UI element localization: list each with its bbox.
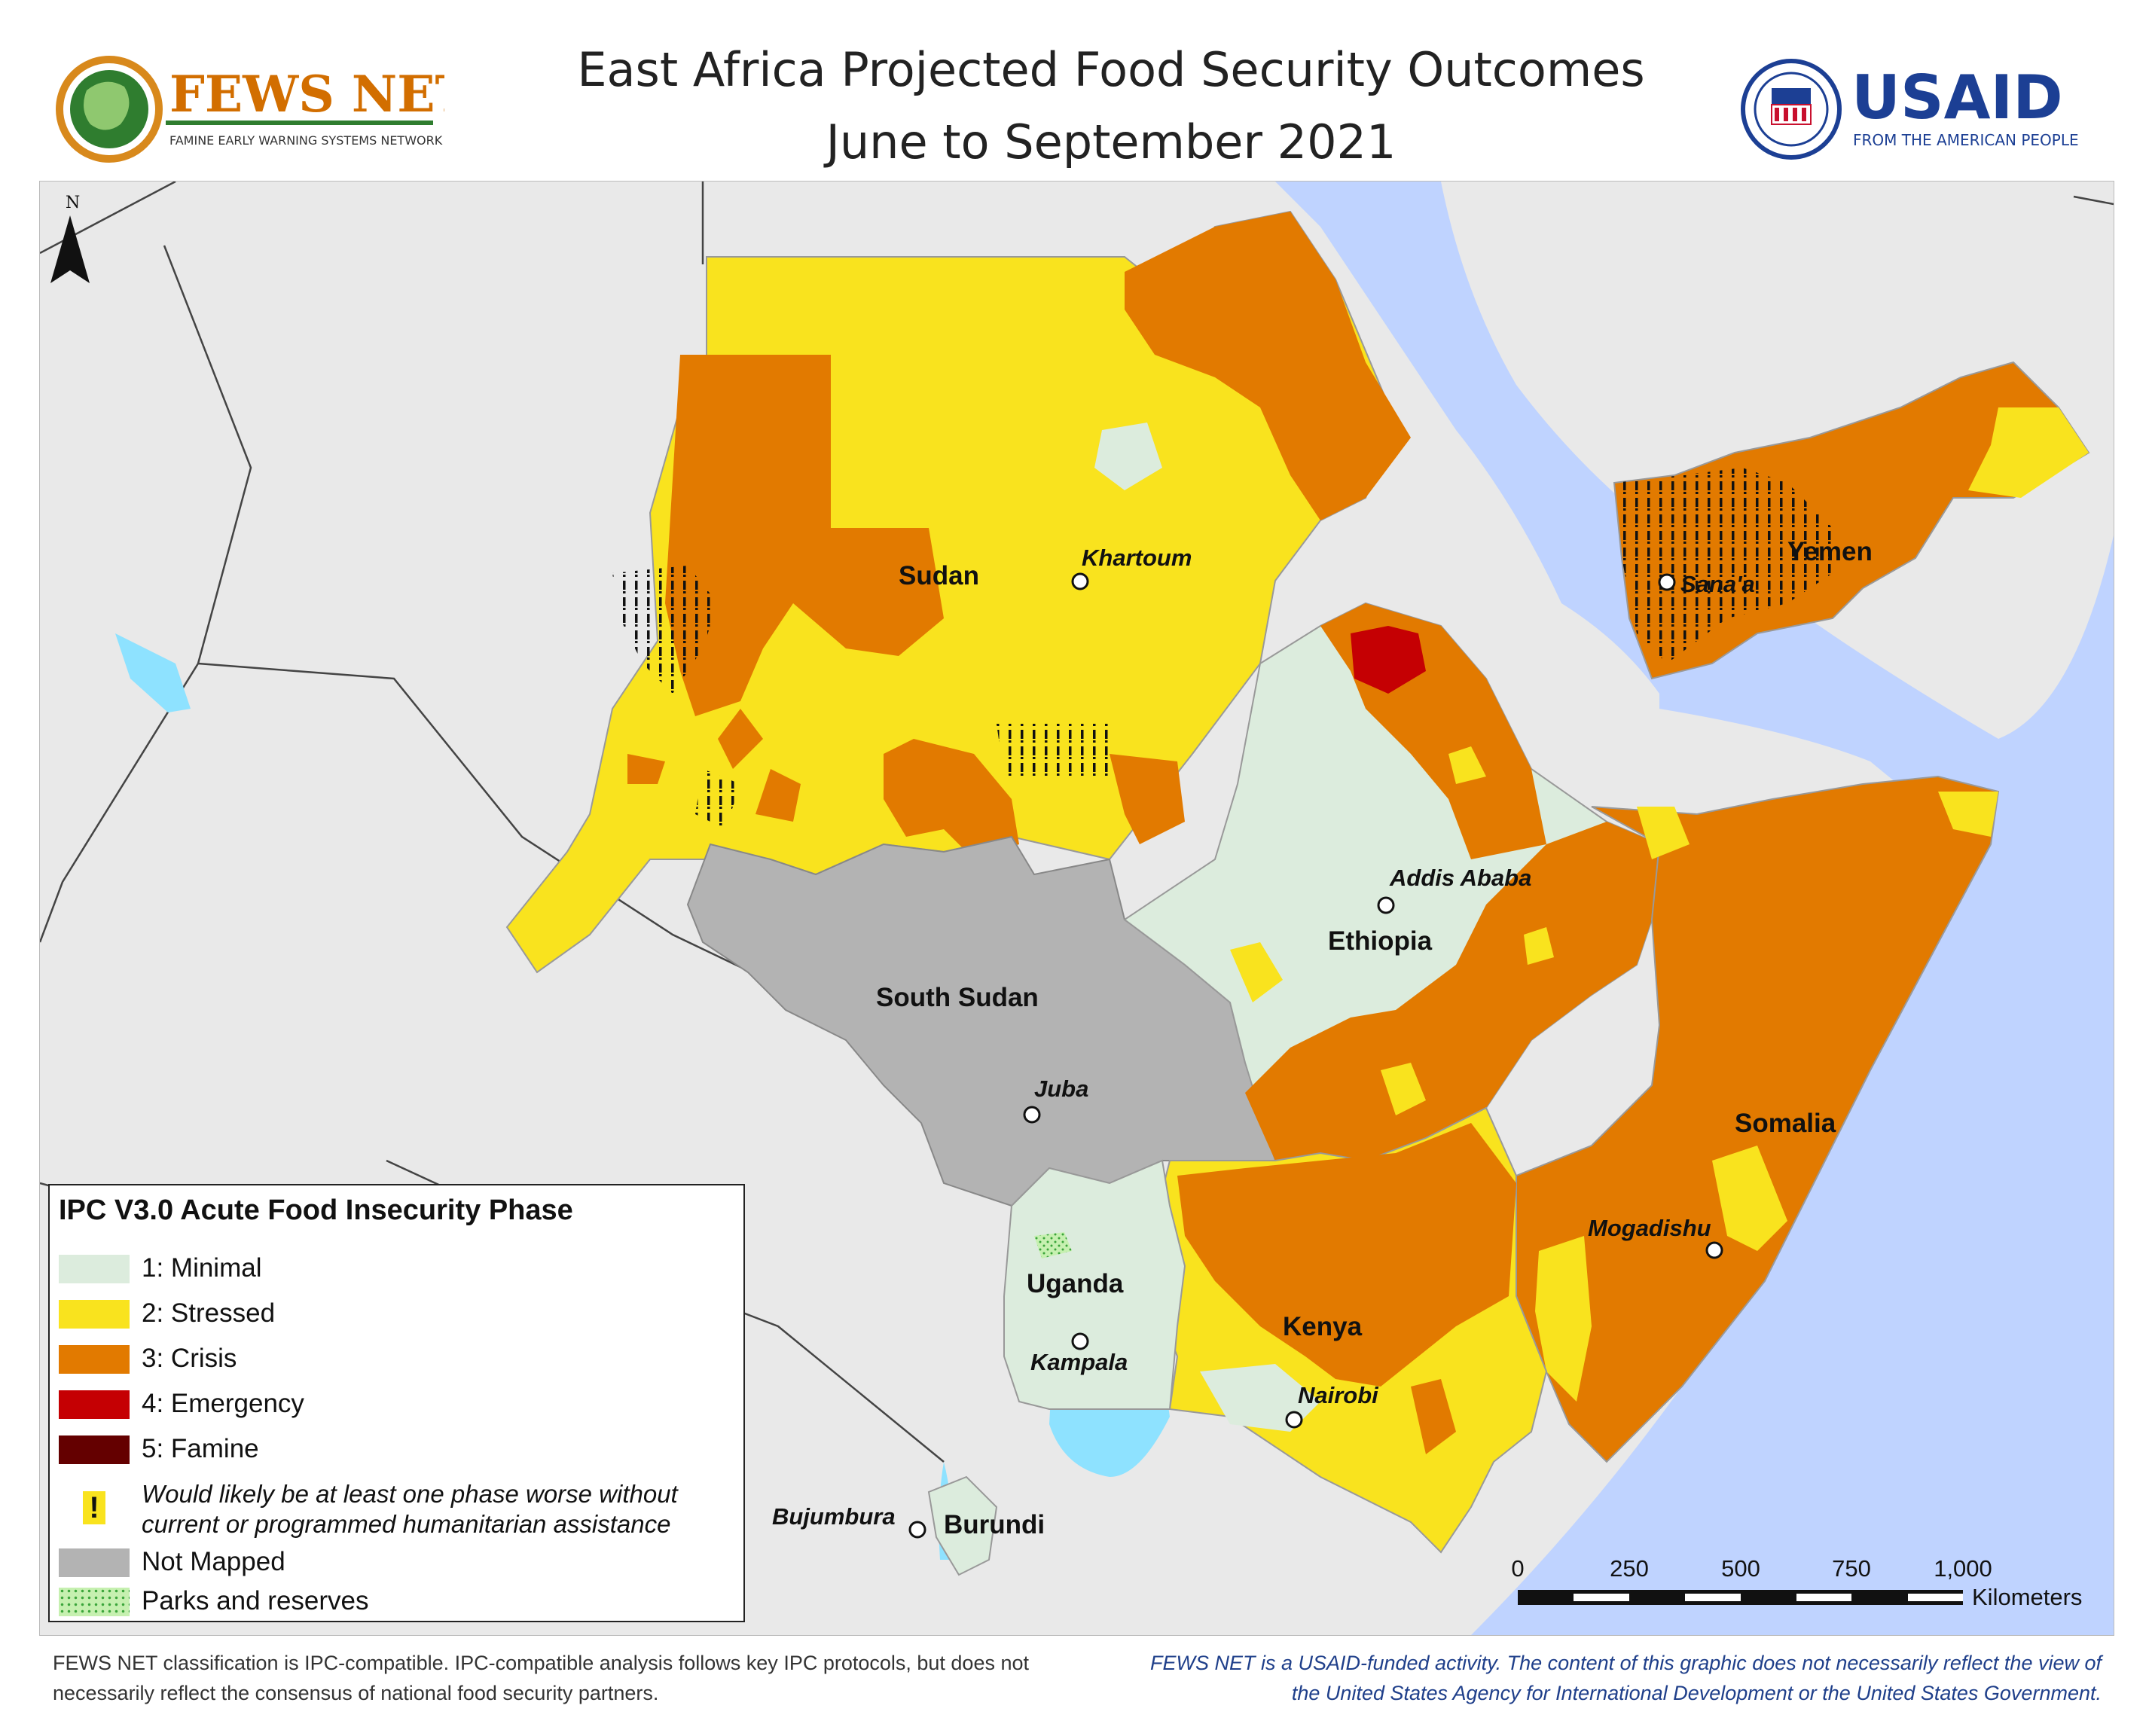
city-label-kampala: Kampala: [1030, 1349, 1128, 1375]
somalia-stressed-areas: [1535, 792, 1998, 1402]
country-label-sudan: Sudan: [899, 561, 979, 590]
somalia-region: [1516, 775, 2000, 1463]
legend-swatch-famine: [59, 1435, 130, 1464]
title-line-1: East Africa Projected Food Security Outc…: [577, 42, 1645, 97]
city-marker-mogadishu: [1705, 1241, 1723, 1259]
legend-label-crisis: 3: Crisis: [142, 1344, 237, 1373]
kenya-crisis-areas: [1177, 1123, 1516, 1454]
yemen-stressed-area: [1968, 407, 2089, 498]
city-label-sanaa: Sana'a: [1680, 571, 1755, 597]
uganda-park: [1034, 1232, 1072, 1259]
footer-disclaimer-usaid: FEWS NET is a USAID-funded activity. The…: [1149, 1652, 2102, 1704]
scale-tick-0: 0: [1511, 1555, 1524, 1582]
city-label-bujumbura: Bujumbura: [772, 1503, 896, 1530]
yemen-assistance-area: [1614, 468, 1833, 664]
legend-swatch-not-mapped: [59, 1548, 130, 1577]
country-label-burundi: Burundi: [944, 1510, 1045, 1539]
country-label-kenya: Kenya: [1283, 1312, 1363, 1341]
city-marker-juba: [1023, 1106, 1041, 1124]
country-label-ethiopia: Ethiopia: [1328, 926, 1433, 956]
city-marker-kampala: [1071, 1332, 1089, 1350]
legend-swatch-emergency: [59, 1390, 130, 1419]
sudan-minimal-area: [1094, 423, 1162, 490]
scale-tick-250: 250: [1610, 1555, 1649, 1582]
country-label-uganda: Uganda: [1027, 1269, 1124, 1298]
fews-net-logo-name: FEWS NET: [169, 65, 444, 124]
legend-label-minimal: 1: Minimal: [142, 1253, 262, 1283]
ethiopia-stressed-areas: [1230, 746, 1554, 1115]
city-labels: Khartoum Addis Ababa Juba Mogadishu Kamp…: [772, 545, 1755, 1530]
usaid-logo-name: USAID: [1851, 63, 2063, 133]
scale-unit: Kilometers: [1972, 1584, 2082, 1610]
country-label-yemen: Yemen: [1787, 537, 1873, 566]
city-label-khartoum: Khartoum: [1082, 545, 1192, 571]
legend-label-stressed: 2: Stressed: [142, 1298, 276, 1328]
sudan-assistance-areas: [612, 566, 1110, 829]
uganda-region: [1003, 1159, 1186, 1410]
city-marker-addis-ababa: [1377, 896, 1395, 914]
legend-label-assistance: Would likely be at least one phase worse…: [142, 1480, 678, 1538]
city-label-juba: Juba: [1034, 1075, 1088, 1102]
usaid-logo: USAID FROM THE AMERICAN PEOPLE: [1740, 56, 2117, 162]
scale-tick-1000: 1,000: [1934, 1555, 1992, 1582]
title-line-2: June to September 2021: [826, 114, 1397, 169]
legend-swatch-crisis: [59, 1345, 130, 1374]
fews-net-logo: FEWS NET FAMINE EARLY WARNING SYSTEMS NE…: [53, 53, 472, 166]
usaid-logo-tagline: FROM THE AMERICAN PEOPLE: [1853, 131, 2079, 149]
city-marker-nairobi: [1285, 1411, 1303, 1429]
ethiopia-emergency-area: [1351, 626, 1426, 694]
legend-swatch-stressed: [59, 1300, 130, 1329]
scale-bar: 0 250 500 750 1,000 Kilometers: [1511, 1555, 2082, 1610]
city-marker-khartoum: [1071, 572, 1089, 590]
country-label-somalia: Somalia: [1735, 1109, 1836, 1138]
map-title: East Africa Projected Food Security Outc…: [377, 34, 1845, 178]
north-arrow: N: [50, 194, 90, 283]
city-label-addis-ababa: Addis Ababa: [1389, 865, 1531, 891]
north-arrow-icon: [50, 215, 90, 283]
city-label-nairobi: Nairobi: [1298, 1382, 1379, 1408]
footer-disclaimer-ipc: FEWS NET classification is IPC-compatibl…: [53, 1652, 1029, 1704]
country-labels: Sudan South Sudan Ethiopia Somalia Kenya…: [876, 537, 1873, 1539]
north-arrow-label: N: [66, 194, 80, 212]
legend-title: IPC V3.0 Acute Food Insecurity Phase: [59, 1194, 573, 1226]
legend-swatch-minimal: [59, 1255, 130, 1283]
fews-net-logo-tagline: FAMINE EARLY WARNING SYSTEMS NETWORK: [169, 133, 443, 148]
country-label-south-sudan: South Sudan: [876, 983, 1039, 1012]
legend-label-not-mapped: Not Mapped: [142, 1547, 285, 1576]
legend-swatch-parks: [59, 1588, 130, 1616]
legend-label-parks: Parks and reserves: [142, 1586, 369, 1615]
city-label-mogadishu: Mogadishu: [1588, 1215, 1711, 1241]
legend-label-emergency: 4: Emergency: [142, 1389, 304, 1418]
food-security-map: Sudan South Sudan Ethiopia Somalia Kenya…: [39, 181, 2114, 1636]
burundi-region: [927, 1475, 998, 1576]
scale-tick-500: 500: [1721, 1555, 1760, 1582]
city-marker-sanaa: [1658, 573, 1676, 591]
city-markers: [908, 572, 1723, 1539]
legend-label-famine: 5: Famine: [142, 1434, 259, 1463]
city-marker-bujumbura: [908, 1521, 926, 1539]
legend-assistance-icon: !: [83, 1491, 105, 1524]
legend: IPC V3.0 Acute Food Insecurity Phase 1: …: [48, 1184, 745, 1622]
sudan-crisis-areas: [627, 212, 1411, 859]
scale-tick-750: 750: [1832, 1555, 1871, 1582]
